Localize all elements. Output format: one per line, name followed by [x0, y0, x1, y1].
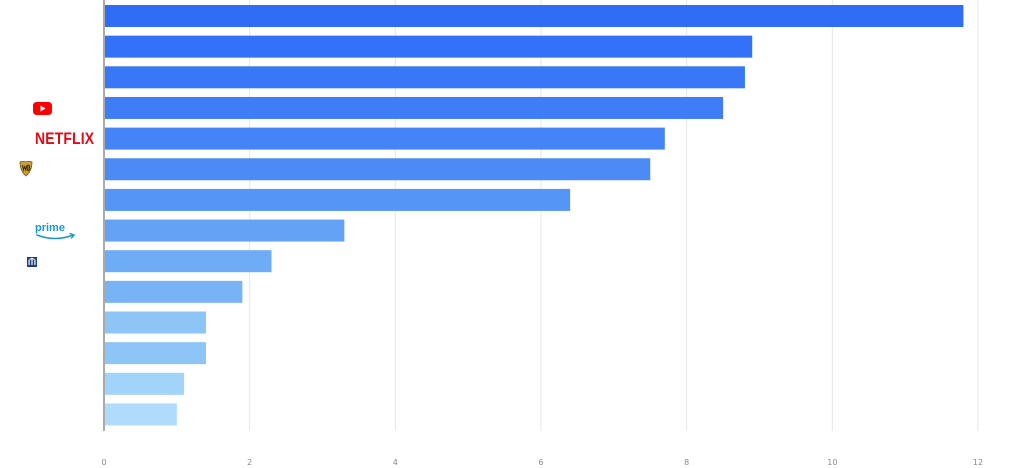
netflix-wordmark: NETFLIX [35, 129, 95, 148]
prime-smile-icon [36, 233, 76, 240]
youtube-logo [33, 101, 53, 115]
bar [105, 342, 206, 365]
bar [105, 96, 724, 119]
x-tick-label: 4 [393, 458, 398, 467]
bar [105, 188, 571, 211]
bar [105, 250, 272, 273]
bar [105, 158, 651, 181]
bar [105, 66, 745, 89]
bar [105, 280, 243, 303]
bar [105, 372, 185, 395]
wb-shield-icon [19, 161, 33, 177]
x-tick-label: 8 [684, 458, 689, 467]
x-tick-label: 0 [101, 458, 106, 467]
bar [105, 127, 665, 150]
x-tick-label: 2 [247, 458, 252, 467]
x-tick-label: 12 [973, 458, 983, 467]
gridlines [249, 0, 979, 431]
x-axis-tick-labels: 0 2 4 6 8 10 12 [101, 458, 983, 467]
bar [105, 311, 206, 334]
warner-bros-logo [19, 161, 33, 177]
bar [105, 35, 753, 58]
x-tick-label: 10 [827, 458, 837, 467]
x-tick-label: 6 [538, 458, 543, 467]
bank-logo [27, 257, 37, 267]
bar [105, 403, 177, 426]
bar [105, 219, 345, 242]
youtube-icon [33, 101, 52, 115]
netflix-logo: NETFLIX [35, 129, 107, 149]
prime-wordmark: prime [35, 222, 65, 234]
bars [105, 5, 964, 426]
bar [105, 5, 964, 27]
prime-video-logo: prime [35, 222, 80, 242]
bank-icon [27, 257, 37, 267]
